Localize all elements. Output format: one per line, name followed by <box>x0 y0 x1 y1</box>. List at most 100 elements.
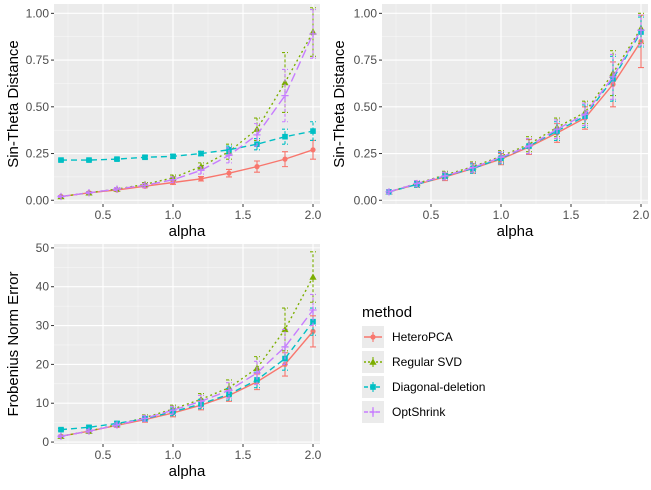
legend-key-marker <box>369 408 377 416</box>
data-point <box>309 306 317 314</box>
data-point <box>113 185 121 193</box>
x-tick-label: 1.0 <box>165 448 182 462</box>
series-optshrink <box>57 9 317 201</box>
data-point <box>58 157 64 163</box>
series-line <box>61 130 314 161</box>
legend: method HeteroPCA Regular SVD Diagonal-delet… <box>362 304 485 423</box>
data-point <box>169 176 177 184</box>
series-line <box>60 309 314 437</box>
y-axis-title: Frobenius Norm Error <box>5 271 22 416</box>
data-point <box>226 170 232 176</box>
data-point <box>86 157 92 163</box>
y-tick-label: 1.00 <box>354 6 378 20</box>
error-bar <box>638 14 644 46</box>
series-line <box>388 27 642 193</box>
legend-key-marker <box>370 384 376 390</box>
data-point <box>282 133 288 140</box>
y-tick-label: 0.00 <box>26 193 50 207</box>
legend-label: OptShrink <box>392 405 446 419</box>
x-tick-label: 2.0 <box>633 208 650 222</box>
data-point <box>85 189 93 197</box>
data-point <box>198 150 204 157</box>
data-point <box>385 188 393 196</box>
x-axis-title: alpha <box>497 223 534 240</box>
legend-item-optshrink[interactable]: OptShrink <box>362 401 446 423</box>
data-point <box>310 128 316 134</box>
y-tick-label: 30 <box>36 319 50 333</box>
panel-background <box>54 4 320 204</box>
data-point <box>197 397 205 405</box>
data-point <box>141 181 149 189</box>
panel-background <box>382 4 648 204</box>
x-tick-label: 2.0 <box>305 448 322 462</box>
x-tick-label: 1.5 <box>235 208 252 222</box>
y-tick-label: 1.00 <box>26 6 50 20</box>
y-tick-label: 0.50 <box>354 100 378 114</box>
legend-label: HeteroPCA <box>392 330 453 344</box>
data-point <box>309 30 317 38</box>
data-point <box>310 328 316 334</box>
chart-panel-top-right: 0.5 1.0 1.5 2.0 0.00 0.25 0.50 0.75 1.00 alpha Sin… <box>331 4 650 240</box>
data-point <box>141 414 149 422</box>
data-point <box>197 166 205 174</box>
y-tick-label: 10 <box>36 396 50 410</box>
data-point <box>497 153 505 161</box>
x-tick-label: 1.0 <box>165 208 182 222</box>
data-point <box>253 369 261 377</box>
data-point <box>581 110 589 118</box>
legend-item-diagonal-deletion[interactable]: Diagonal-deletion <box>362 376 485 398</box>
data-point <box>142 154 148 161</box>
data-point <box>469 163 477 172</box>
data-point <box>637 26 645 34</box>
data-point <box>310 147 316 153</box>
y-tick-label: 0 <box>42 435 49 449</box>
error-bar <box>310 9 316 59</box>
y-tick-label: 0.00 <box>354 193 378 207</box>
data-point <box>441 172 449 180</box>
data-point <box>226 391 232 398</box>
legend-item-heteropca[interactable]: HeteroPCA <box>362 326 453 348</box>
data-point <box>58 426 64 433</box>
data-point <box>169 406 177 414</box>
legend-title: method <box>362 304 412 321</box>
data-point <box>310 318 316 325</box>
chart-panel-bottom-left: 0.5 1.0 1.5 2.0 0 10 20 30 40 50 alpha Frobenius No… <box>5 241 322 480</box>
x-tick-label: 1.0 <box>493 208 510 222</box>
y-tick-label: 0.50 <box>26 100 50 114</box>
data-point <box>553 125 561 133</box>
series-diagonal-deletion <box>58 121 316 163</box>
x-tick-label: 1.5 <box>563 208 580 222</box>
legend-key-marker <box>370 334 376 340</box>
series-line <box>60 33 314 198</box>
data-point <box>254 164 260 170</box>
y-tick-label: 0.25 <box>354 147 378 161</box>
legend-label: Regular SVD <box>392 355 462 369</box>
data-point <box>609 73 617 81</box>
x-tick-label: 0.5 <box>95 208 112 222</box>
series-line <box>388 29 642 193</box>
error-bar <box>638 16 644 48</box>
x-tick-label: 2.0 <box>305 208 322 222</box>
y-tick-label: 0.75 <box>354 53 378 67</box>
x-tick-label: 0.5 <box>95 448 112 462</box>
data-point <box>85 427 93 435</box>
legend-key-marker <box>369 358 377 365</box>
series-line <box>60 321 314 431</box>
x-tick-label: 0.5 <box>423 208 440 222</box>
data-point <box>225 151 233 160</box>
x-axis-title: alpha <box>169 463 206 480</box>
data-point <box>170 153 176 160</box>
data-point <box>281 343 289 351</box>
legend-item-regular-svd[interactable]: Regular SVD <box>362 351 462 373</box>
series-optshrink <box>57 293 317 440</box>
y-tick-label: 0.75 <box>26 53 50 67</box>
legend-label: Diagonal-deletion <box>392 380 485 394</box>
x-tick-label: 1.5 <box>235 448 252 462</box>
data-point <box>309 273 317 280</box>
y-tick-label: 50 <box>36 241 50 255</box>
error-bar <box>282 52 288 113</box>
chart-panel-top-left: 0.5 1.0 1.5 2.0 0.00 0.25 0.50 0.75 1.00 alpha Sin… <box>5 4 322 240</box>
data-point <box>225 386 233 395</box>
data-point <box>282 156 288 162</box>
